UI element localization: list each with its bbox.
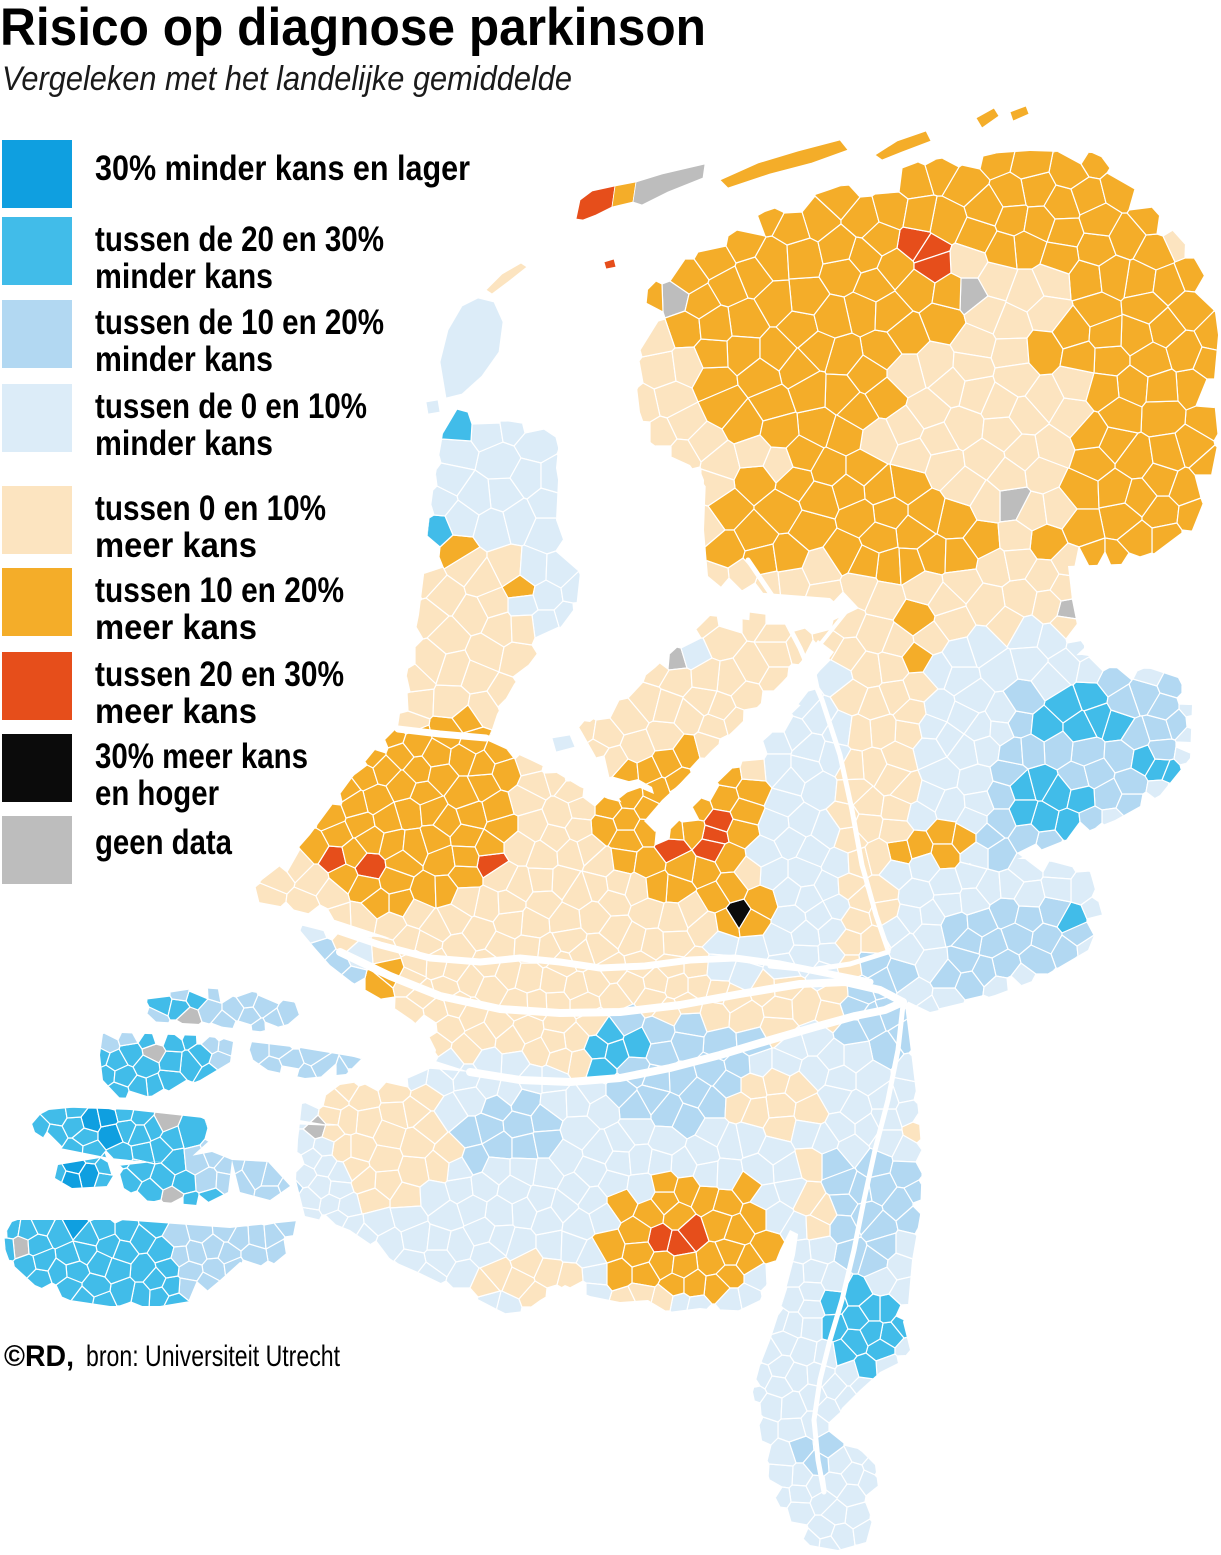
svg-text:30% minder kans en lager: 30% minder kans en lager xyxy=(95,149,470,188)
svg-text:minder kans: minder kans xyxy=(95,257,273,296)
svg-text:meer kans: meer kans xyxy=(95,526,257,565)
svg-text:tussen 10 en 20%: tussen 10 en 20% xyxy=(95,571,344,610)
svg-text:©RD,: ©RD, xyxy=(4,1340,74,1373)
svg-text:en hoger: en hoger xyxy=(95,774,219,813)
svg-text:meer kans: meer kans xyxy=(95,608,257,647)
svg-text:tussen 0 en 10%: tussen 0 en 10% xyxy=(95,489,326,528)
svg-text:tussen de 20 en 30%: tussen de 20 en 30% xyxy=(95,220,384,259)
svg-text:30% meer kans: 30% meer kans xyxy=(95,737,308,776)
svg-text:geen data: geen data xyxy=(95,823,232,862)
svg-text:tussen de 0 en 10%: tussen de 0 en 10% xyxy=(95,387,367,426)
svg-text:minder kans: minder kans xyxy=(95,340,273,379)
svg-text:Vergeleken met het landelijke: Vergeleken met het landelijke gemiddelde xyxy=(2,60,572,98)
svg-text:minder kans: minder kans xyxy=(95,424,273,463)
svg-text:Risico op diagnose parkinson: Risico op diagnose parkinson xyxy=(0,0,706,57)
svg-text:tussen 20 en 30%: tussen 20 en 30% xyxy=(95,655,344,694)
svg-text:bron: Universiteit Utrecht: bron: Universiteit Utrecht xyxy=(86,1340,341,1373)
svg-text:tussen de 10 en 20%: tussen de 10 en 20% xyxy=(95,303,384,342)
svg-text:meer kans: meer kans xyxy=(95,692,257,731)
